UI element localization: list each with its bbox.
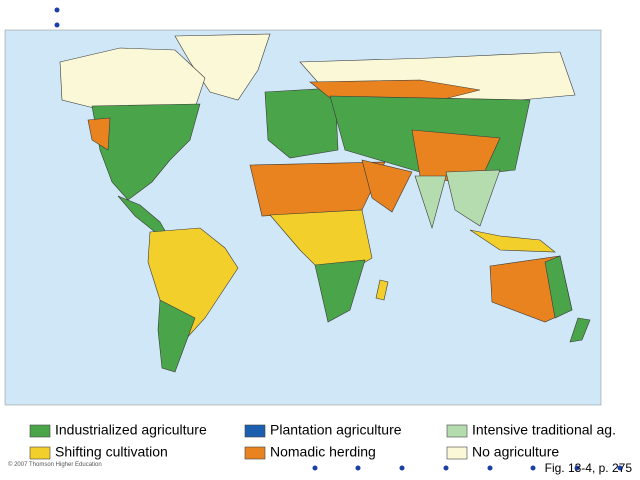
decoration xyxy=(54,7,623,471)
credit: © 2007 Thomson Higher Education xyxy=(8,461,102,468)
legend-label: Shifting cultivation xyxy=(55,444,168,460)
legend-label: Industrialized agriculture xyxy=(55,422,207,438)
legend-swatch xyxy=(446,446,468,460)
legend-swatch xyxy=(446,424,468,438)
legend: Industrialized agriculture Plantation agr… xyxy=(29,422,616,460)
legend-label: No agriculture xyxy=(472,444,559,460)
legend-label: Intensive traditional ag. xyxy=(472,422,616,438)
world-map xyxy=(59,33,591,373)
legend-swatch xyxy=(29,446,51,460)
legend-label: Plantation agriculture xyxy=(270,422,402,438)
legend-swatch xyxy=(29,424,51,438)
caption: Fig. 13-4, p. 275 xyxy=(545,461,633,475)
legend-swatch xyxy=(244,446,266,460)
legend-swatch xyxy=(244,424,266,438)
legend-label: Nomadic herding xyxy=(270,444,376,460)
